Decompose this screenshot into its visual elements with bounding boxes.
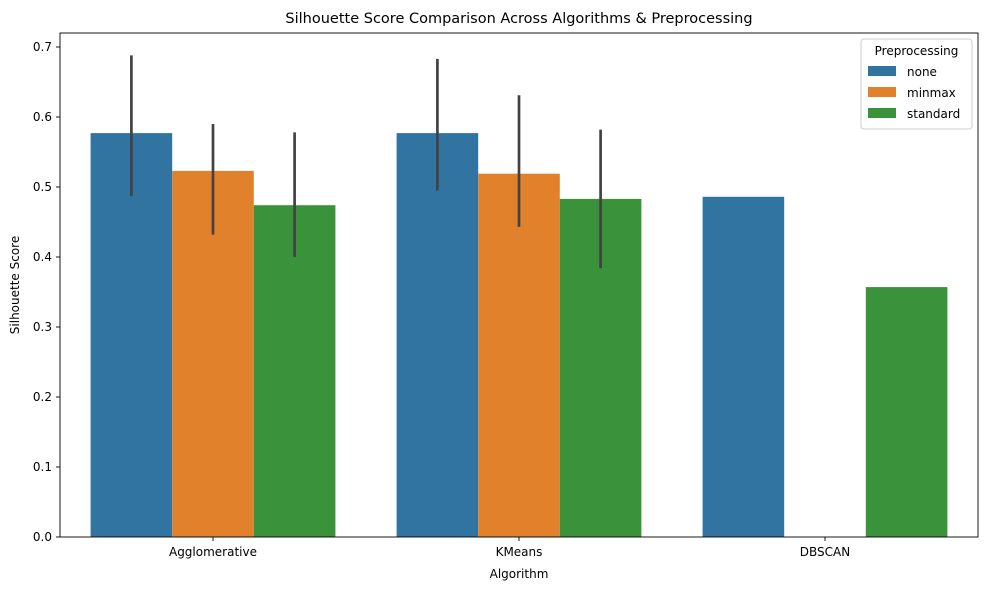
y-tick-label: 0.5 (33, 180, 52, 194)
x-tick-label: KMeans (496, 545, 543, 559)
bar-none-dbscan (702, 196, 785, 538)
y-tick-label: 0.2 (33, 390, 52, 404)
legend-label-minmax: minmax (907, 86, 956, 100)
legend-swatch-none (868, 66, 896, 76)
bar-none-kmeans (396, 133, 479, 537)
y-tick-label: 0.7 (33, 40, 52, 54)
bar-none-agglomerative (90, 133, 173, 537)
legend-swatch-minmax (868, 87, 896, 97)
y-tick-label: 0.4 (33, 250, 52, 264)
x-tick-label: Agglomerative (169, 545, 257, 559)
bar-standard-dbscan (865, 287, 948, 537)
y-tick-label: 0.1 (33, 460, 52, 474)
legend-swatch-standard (868, 108, 896, 118)
legend-label-none: none (907, 65, 937, 79)
x-tick-label: DBSCAN (800, 545, 850, 559)
bar-standard-agglomerative (253, 205, 336, 537)
y-axis-title: Silhouette Score (8, 236, 22, 334)
bar-minmax-kmeans (478, 173, 560, 537)
legend: Preprocessing none minmax standard (860, 38, 973, 130)
x-axis-title: Algorithm (490, 567, 549, 581)
y-tick-label: 0.6 (33, 110, 52, 124)
y-tick-label: 0.0 (33, 530, 52, 544)
chart-title: Silhouette Score Comparison Across Algor… (285, 11, 752, 27)
plot-area: 0.0 0.1 0.2 0.3 0.4 0.5 0.6 0.7 Agglomerative KMe… (33, 32, 979, 559)
y-tick-label: 0.3 (33, 320, 52, 334)
legend-title: Preprocessing (875, 44, 959, 58)
legend-label-standard: standard (907, 107, 960, 121)
legend-box (860, 38, 973, 130)
